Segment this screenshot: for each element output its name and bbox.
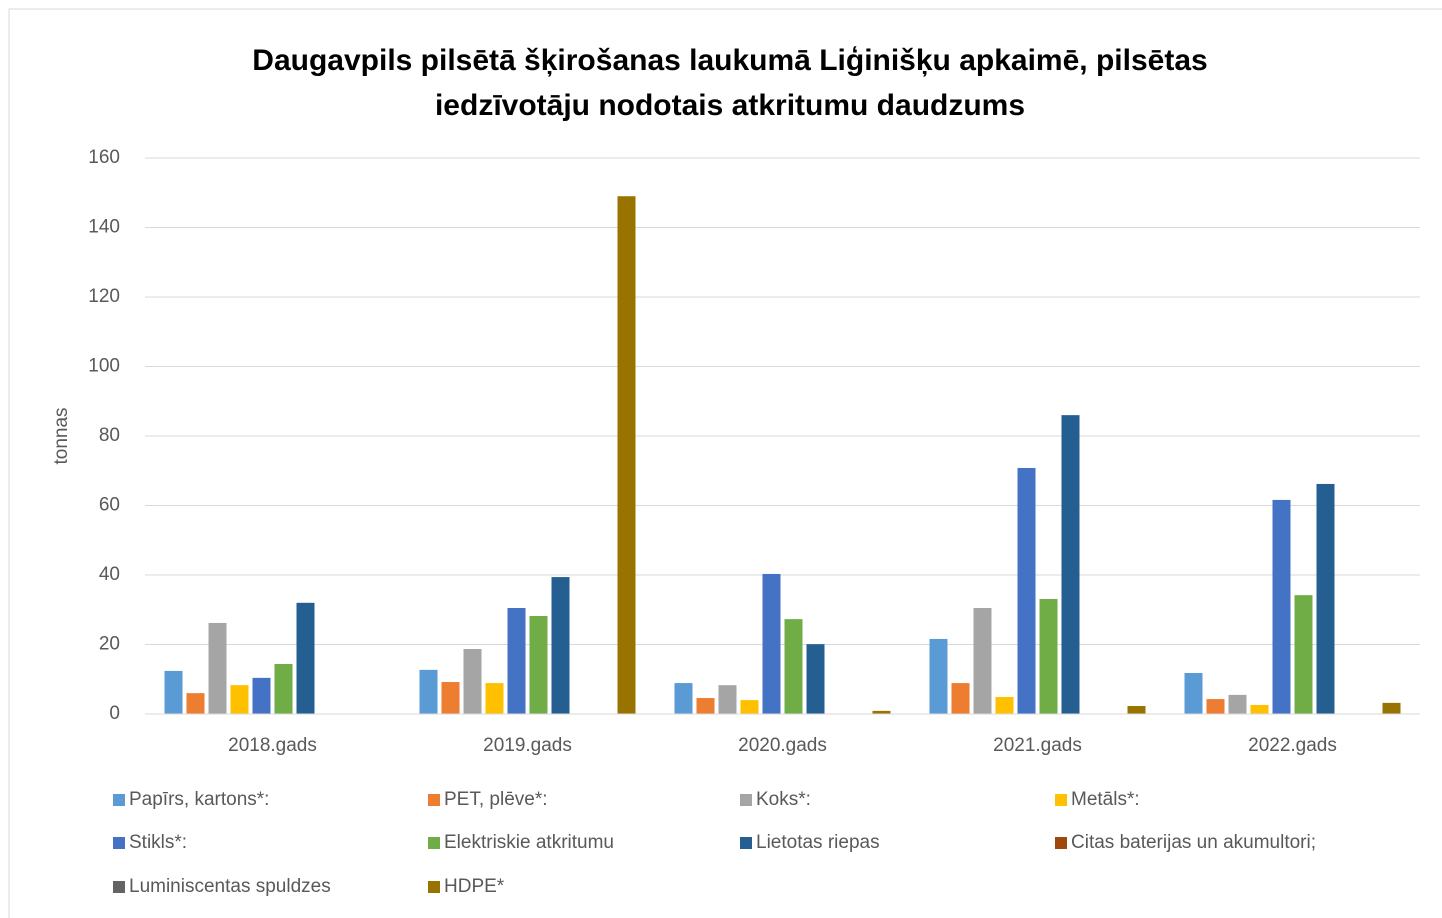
bar: [1127, 706, 1146, 714]
bar: [696, 698, 715, 714]
y-tick-label: 60: [99, 495, 120, 516]
legend-swatch: [428, 837, 440, 849]
legend-swatch: [740, 794, 752, 806]
x-tick-label: 2018.gads: [228, 735, 317, 756]
bar: [1294, 595, 1313, 714]
legend-label: Luminiscentas spuldzes: [129, 876, 331, 897]
legend-label: Papīrs, kartons*:: [129, 789, 269, 810]
bar: [872, 710, 891, 714]
legend-swatch: [1055, 794, 1067, 806]
x-tick-label: 2021.gads: [993, 735, 1082, 756]
bar: [1228, 694, 1247, 714]
bar: [1206, 699, 1225, 714]
bar: [529, 616, 548, 714]
bar: [1272, 499, 1291, 714]
bar: [1250, 704, 1269, 714]
bar: [762, 573, 781, 714]
y-tick-label: 0: [109, 703, 120, 724]
bar: [463, 649, 482, 714]
bar: [551, 577, 570, 714]
bar: [718, 685, 737, 714]
y-tick-label: 80: [99, 425, 120, 446]
y-tick-label: 40: [99, 564, 120, 585]
bar: [1382, 702, 1401, 714]
legend-label: Stikls*:: [129, 832, 187, 853]
bar: [164, 670, 183, 714]
legend-swatch: [428, 794, 440, 806]
y-tick-label: 100: [88, 356, 120, 377]
bar: [274, 663, 293, 714]
bar: [441, 682, 460, 714]
bar: [740, 700, 759, 714]
y-tick-label: 160: [88, 147, 120, 168]
bar: [208, 622, 227, 714]
bar: [1184, 672, 1203, 714]
bar: [507, 608, 526, 714]
bar: [951, 683, 970, 714]
legend-swatch: [113, 794, 125, 806]
legend-swatch: [740, 837, 752, 849]
bar: [929, 638, 948, 714]
bar: [617, 196, 636, 715]
bar: [1316, 483, 1335, 714]
x-tick-label: 2020.gads: [738, 735, 827, 756]
bar: [296, 602, 315, 714]
x-tick-label: 2019.gads: [483, 735, 572, 756]
y-tick-label: 20: [99, 634, 120, 655]
chart-border: [8, 8, 1442, 918]
chart-title: Daugavpils pilsētā šķirošanas laukumā Li…: [252, 44, 1208, 122]
y-tick-label: 140: [88, 217, 120, 238]
bar: [1039, 598, 1058, 714]
bar: [784, 619, 803, 714]
legend-label: Koks*:: [756, 789, 811, 810]
x-tick-label: 2022.gads: [1248, 735, 1337, 756]
bar: [1017, 467, 1036, 714]
bar: [806, 644, 825, 714]
legend-label: PET, plēve*:: [444, 789, 548, 810]
legend-swatch: [1055, 837, 1067, 849]
bar: [1061, 415, 1080, 714]
bar: [485, 683, 504, 714]
bar: [230, 685, 249, 714]
legend-swatch: [428, 881, 440, 893]
bar: [973, 608, 992, 714]
legend-label: Metāls*:: [1071, 789, 1140, 810]
bar: [674, 683, 693, 714]
bar: [186, 693, 205, 714]
legend-label: Lietotas riepas: [756, 832, 880, 853]
legend-swatch: [113, 837, 125, 849]
bar: [252, 677, 271, 714]
legend-label: Elektriskie atkritumu: [444, 832, 614, 853]
y-axis-label: tonnas: [51, 407, 72, 464]
legend-label: Citas baterijas un akumultori;: [1071, 832, 1316, 853]
legend-swatch: [113, 881, 125, 893]
y-tick-label: 120: [88, 286, 120, 307]
bar: [419, 669, 438, 714]
legend-label: HDPE*: [444, 876, 505, 897]
bar: [995, 696, 1014, 714]
